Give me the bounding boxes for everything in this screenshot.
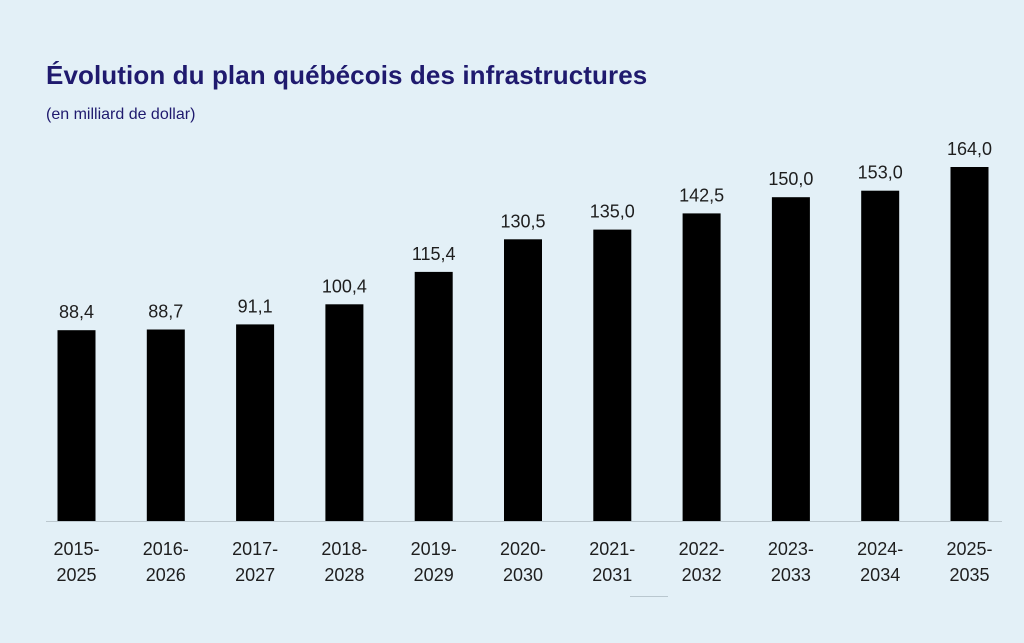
bar-5 xyxy=(504,239,542,522)
bar-9 xyxy=(861,190,900,521)
footer-divider xyxy=(630,596,668,597)
chart-subtitle: (en milliard de dollar) xyxy=(46,106,196,123)
bar-8 xyxy=(771,197,810,521)
x-tick-label-2: 2017-2027 xyxy=(232,539,278,585)
x-tick-label-5: 2020-2030 xyxy=(500,539,546,585)
bar-4 xyxy=(414,271,453,521)
value-label-8: 150,0 xyxy=(768,169,813,189)
x-tick-label-8: 2023-2033 xyxy=(768,539,814,585)
chart-title: Évolution du plan québécois des infrastr… xyxy=(46,60,648,90)
x-tick-label-10: 2025-2035 xyxy=(946,539,992,585)
value-labels-group: 88,4 88,7 91,1 100,4 115,4 130,5 135,0 142,5 150… xyxy=(59,139,992,322)
bar-10 xyxy=(950,167,989,521)
x-tick-label-4: 2019-2029 xyxy=(411,539,457,585)
bar-2 xyxy=(236,324,275,521)
x-tick-label-3: 2018-2028 xyxy=(321,539,367,585)
x-tick-label-6: 2021-2031 xyxy=(589,539,635,585)
bars-group xyxy=(57,167,989,522)
value-label-4: 115,4 xyxy=(412,244,456,264)
value-label-1: 88,7 xyxy=(148,302,183,322)
value-label-9: 153,0 xyxy=(858,163,903,183)
x-tick-label-1: 2016-2026 xyxy=(143,539,189,585)
bar-6 xyxy=(593,229,632,521)
value-label-3: 100,4 xyxy=(322,276,367,296)
value-label-6: 135,0 xyxy=(590,202,635,222)
x-tick-labels-group: 2015-2025 2016-2026 2017-2027 2018-2028 2019… xyxy=(53,539,992,585)
value-label-2: 91,1 xyxy=(238,296,273,316)
bar-1 xyxy=(146,329,185,521)
bar-7 xyxy=(682,213,721,521)
bar-0 xyxy=(57,330,96,521)
value-label-0: 88,4 xyxy=(59,302,94,322)
value-label-7: 142,5 xyxy=(679,185,724,205)
value-label-5: 130,5 xyxy=(500,211,545,231)
x-tick-label-9: 2024-2034 xyxy=(857,539,903,585)
bar-3 xyxy=(325,304,364,521)
x-tick-label-0: 2015-2025 xyxy=(53,539,99,585)
x-tick-label-7: 2022-2032 xyxy=(679,539,725,585)
value-label-10: 164,0 xyxy=(947,139,992,159)
